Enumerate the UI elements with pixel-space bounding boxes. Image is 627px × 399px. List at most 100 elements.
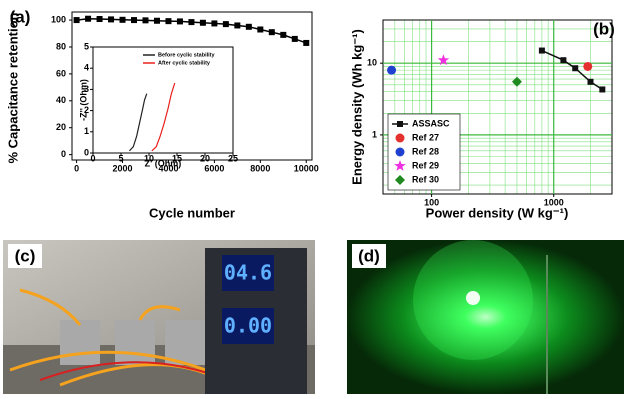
legend-marker: [395, 175, 405, 185]
y-axis-label: -Z'' (Ohm): [78, 79, 88, 121]
marker: [153, 17, 160, 24]
photo-c: 04.6 0.00 (c): [3, 240, 315, 394]
marker: [291, 35, 298, 42]
label-box: [352, 244, 386, 268]
device: [165, 320, 205, 365]
x-axis-label: Power density (W kg⁻¹): [426, 205, 569, 220]
x-axis-label: Z' (Ohm): [145, 158, 182, 168]
wires: [9, 288, 231, 387]
marker: [583, 61, 593, 71]
x-tick-label: 20: [200, 153, 210, 163]
legend-label: Before cyclic stability: [158, 52, 215, 58]
panel-label: (b): [593, 19, 615, 38]
y-axis-label: Energy density (Wh kg⁻¹): [349, 29, 364, 185]
y-tick-label: 80: [56, 41, 66, 51]
panel-label: (a): [10, 7, 31, 26]
legend-marker: [397, 121, 403, 127]
led: [466, 291, 480, 305]
marker: [572, 65, 579, 72]
marker: [599, 86, 606, 93]
y-tick-label: 1: [84, 126, 89, 136]
x-tick-label: 2000: [113, 163, 133, 173]
marker: [188, 19, 195, 26]
display: [222, 308, 274, 344]
plot-frame: [71, 11, 313, 161]
marker: [387, 65, 397, 75]
y-axis-label: % Capacitance retention: [5, 12, 20, 163]
photo-background: [347, 240, 624, 394]
y-tick-label: 40: [56, 95, 66, 105]
marker: [587, 78, 594, 85]
marker: [560, 57, 567, 64]
legend-marker: [395, 133, 405, 143]
x-tick-label: 6000: [204, 163, 224, 173]
x-tick-label: 0: [74, 163, 79, 173]
series-line: [151, 82, 176, 152]
legend-label: Ref 30: [412, 174, 439, 184]
legend-label: After cyclic stability: [158, 60, 211, 66]
marker: [199, 19, 206, 26]
x-tick-label: 25: [228, 153, 238, 163]
x-tick-label: 100: [424, 197, 439, 207]
y-tick-label: 100: [51, 14, 66, 24]
legend-label: Ref 29: [412, 160, 439, 170]
marker: [73, 17, 80, 24]
legend-label: ASSASC: [412, 118, 450, 128]
x-tick-label: 0: [90, 153, 95, 163]
y-tick-label: 0: [61, 149, 66, 159]
series-line: [128, 93, 148, 152]
photo-d: (d): [347, 240, 624, 394]
legend-label: Ref 28: [412, 146, 439, 156]
x-tick-label: 5: [118, 153, 123, 163]
y-tick-label: 0: [84, 147, 89, 157]
x-tick-label: 10000: [294, 163, 319, 173]
legend-marker: [394, 160, 406, 171]
marker: [165, 18, 172, 25]
device: [115, 320, 155, 365]
y-tick-label: 1: [372, 129, 377, 139]
plot-frame: [382, 19, 613, 195]
marker: [511, 76, 522, 87]
x-tick-label: 4000: [158, 163, 178, 173]
x-tick-label: 8000: [250, 163, 270, 173]
marker: [303, 39, 310, 46]
x-axis-label: Cycle number: [149, 205, 235, 220]
y-tick-label: 4: [84, 63, 89, 73]
plot-frame: [92, 46, 234, 154]
marker: [119, 16, 126, 23]
x-tick-label: 10: [144, 153, 154, 163]
marker: [234, 22, 241, 29]
panel-label: (d): [358, 246, 380, 265]
panel-label: (c): [15, 246, 36, 265]
x-tick-label: 15: [172, 153, 182, 163]
y-tick-label: 2: [84, 105, 89, 115]
display: [222, 255, 274, 291]
y-tick-label: 60: [56, 68, 66, 78]
marker: [96, 15, 103, 22]
marker: [211, 20, 218, 27]
marker: [437, 54, 450, 66]
y-tick-label: 3: [84, 84, 89, 94]
marker: [131, 17, 138, 24]
marker: [176, 18, 183, 25]
marker: [268, 29, 275, 36]
marker: [280, 31, 287, 38]
legend-marker: [395, 147, 405, 157]
marker: [222, 21, 229, 28]
voltage-display: 04.6: [224, 261, 272, 285]
current-display: 0.00: [224, 314, 272, 338]
legend-label: Ref 27: [412, 132, 439, 142]
label-box: [8, 244, 42, 268]
x-tick-label: 1000: [544, 197, 564, 207]
marker: [108, 16, 115, 23]
y-tick-label: 5: [84, 41, 89, 51]
marker: [85, 15, 92, 22]
marker: [257, 26, 264, 33]
marker: [538, 47, 545, 54]
marker: [245, 23, 252, 30]
y-tick-label: 10: [367, 58, 377, 68]
marker: [142, 17, 149, 24]
y-tick-label: 20: [56, 122, 66, 132]
device: [60, 320, 100, 365]
